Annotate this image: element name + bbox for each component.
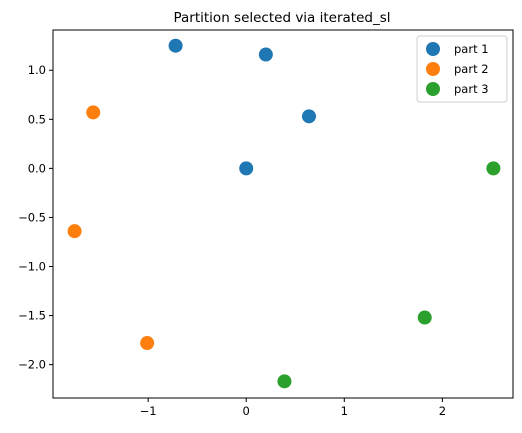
y-tick-label: 1.0: [28, 63, 46, 77]
data-point: [239, 161, 254, 176]
data-point: [277, 374, 292, 389]
data-point: [301, 109, 316, 124]
x-tick-label: −1: [140, 404, 157, 418]
series-part-3: [277, 161, 501, 389]
legend-marker: [426, 42, 440, 56]
series-part-2: [67, 105, 155, 351]
data-point: [168, 38, 183, 53]
legend-label: part 3: [454, 82, 489, 96]
plot-area: −1 0 1 2 1.0 0.5 0.0 −0.5 −1.0 −1.5 −2.0: [18, 29, 514, 418]
legend-marker: [426, 62, 440, 76]
legend-box: [416, 35, 508, 103]
x-tick-label: 0: [243, 404, 250, 418]
y-tick-label: 0.5: [28, 112, 46, 126]
data-point: [486, 161, 501, 176]
x-tick-label: 2: [439, 404, 446, 418]
legend-label: part 1: [454, 42, 489, 56]
data-point: [417, 310, 432, 325]
y-tick-label: −0.5: [18, 210, 46, 224]
legend-marker: [426, 82, 440, 96]
y-tick-label: −1.5: [18, 309, 46, 323]
data-point: [258, 47, 273, 62]
data-point: [86, 105, 101, 120]
axes-frame: [52, 29, 514, 399]
x-tick-label: 1: [341, 404, 348, 418]
legend-label: part 2: [454, 62, 489, 76]
data-point: [140, 336, 155, 351]
y-tick-label: −2.0: [18, 358, 46, 372]
y-tick-label: 0.0: [28, 161, 46, 175]
series-part-1: [168, 38, 316, 176]
y-tick-label: −1.0: [18, 260, 46, 274]
legend: part 1 part 2 part 3: [416, 35, 508, 103]
data-point: [67, 224, 82, 239]
chart-title: Partition selected via iterated_sl: [173, 10, 390, 26]
